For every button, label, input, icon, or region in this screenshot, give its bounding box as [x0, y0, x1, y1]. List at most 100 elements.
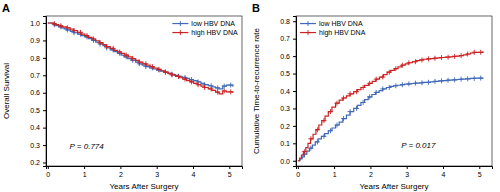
y-tick: 0.0 [280, 158, 296, 165]
censor-mark [419, 57, 424, 62]
plot-frame [46, 16, 242, 166]
panel-label: B [252, 2, 260, 14]
y-tick: 0.1 [280, 140, 296, 147]
legend-label: low HBV DNA [191, 20, 235, 27]
tick-mark [293, 21, 296, 22]
y-tick: 0.4 [30, 124, 46, 131]
censor-mark [341, 116, 346, 121]
tick-label: 0.5 [280, 70, 290, 77]
censor-mark [380, 86, 385, 91]
censor-mark [433, 79, 438, 84]
censor-mark [478, 50, 483, 55]
censor-mark [335, 101, 340, 106]
tick-mark [293, 39, 296, 40]
y-tick: 0.2 [30, 159, 46, 166]
censor-mark [472, 50, 477, 55]
legend-item: low HBV DNA [300, 20, 363, 27]
tick-label: 0.1 [280, 140, 290, 147]
censor-mark [176, 74, 181, 79]
tick-mark [293, 91, 296, 92]
censor-mark [150, 64, 155, 69]
censor-mark [71, 28, 76, 33]
censor-mark [222, 89, 227, 94]
censor-mark [380, 75, 385, 80]
tick-mark [84, 166, 85, 169]
censor-mark [85, 33, 90, 38]
axis-line [47, 167, 243, 170]
legend-label: high HBV DNA [191, 29, 238, 37]
tick-mark [229, 166, 230, 169]
censor-mark [156, 67, 161, 72]
tick-label: 0.3 [280, 105, 290, 112]
censor-mark [228, 83, 233, 88]
tick-label: 0 [46, 171, 50, 178]
legend-label: high HBV DNA [319, 29, 366, 37]
chart-root: 0123450.20.30.40.50.60.70.80.91.0Years A… [0, 0, 500, 192]
tick-mark [43, 145, 46, 146]
tick-mark [43, 163, 46, 164]
y-axis: 0.20.30.40.50.60.70.80.91.0 [30, 17, 46, 167]
tick-label: 0.7 [280, 35, 290, 42]
censor-mark [130, 56, 135, 61]
censor-mark [228, 89, 233, 94]
censor-mark [117, 49, 122, 54]
x-tick: 1 [83, 166, 87, 178]
x-tick: 3 [405, 166, 409, 178]
censor-mark [393, 66, 398, 71]
censor-mark [348, 109, 353, 114]
tick-label: 0.2 [280, 123, 290, 130]
censor-mark [446, 55, 451, 60]
tick-mark [293, 143, 296, 144]
y-axis-title: Overall Survival [2, 63, 11, 119]
censor-mark [374, 77, 379, 82]
tick-label: 0.8 [280, 18, 290, 25]
censor-mark [433, 56, 438, 61]
censor-mark [413, 81, 418, 86]
y-tick: 0.3 [280, 105, 296, 112]
censor-mark [124, 53, 129, 58]
tick-mark [43, 93, 46, 94]
censor-mark [308, 136, 313, 141]
censor-mark [452, 77, 457, 82]
censor-mark [328, 128, 333, 133]
y-tick: 0.6 [280, 53, 296, 60]
tick-mark [298, 166, 299, 169]
legend-marker [306, 21, 311, 26]
tick-label: 0.3 [30, 142, 40, 149]
censor-mark [446, 78, 451, 83]
censor-mark [215, 90, 220, 95]
legend-item: high HBV DNA [300, 29, 366, 37]
tick-label: 0.0 [280, 158, 290, 165]
y-axis: 0.0 0.1 0.2 0.3 0.4 0.5 0.6 0.7 0.8 [280, 17, 296, 167]
tick-label: 0.4 [280, 88, 290, 95]
y-tick: 0.7 [280, 35, 296, 42]
y-tick: 0.5 [30, 107, 46, 114]
tick-label: 4 [442, 171, 446, 178]
tick-mark [334, 166, 335, 169]
legend-marker [178, 30, 183, 35]
x-axis: 012345 [296, 166, 492, 178]
censor-mark [400, 63, 405, 68]
tick-label: 3 [405, 171, 409, 178]
censor-mark [196, 82, 201, 87]
censor-mark [439, 55, 444, 60]
censor-mark [169, 72, 174, 77]
censor-mark [183, 77, 188, 82]
censor-mark [361, 100, 366, 105]
tick-label: 0.4 [30, 124, 40, 131]
censor-mark [400, 82, 405, 87]
censor-mark [169, 72, 174, 77]
censor-mark [465, 52, 470, 57]
censor-mark [367, 81, 372, 86]
tick-mark [293, 126, 296, 127]
legend-marker [306, 30, 311, 35]
panel-label: A [2, 2, 10, 14]
censor-mark [426, 56, 431, 61]
tick-label: 0.9 [30, 37, 40, 44]
censor-mark [335, 123, 340, 128]
y-axis-title: Cumulative Time-to-recurrence rate [252, 28, 261, 154]
censor-mark [341, 95, 346, 100]
censor-mark [137, 60, 142, 65]
censor-mark [387, 70, 392, 75]
censor-mark [315, 127, 320, 132]
